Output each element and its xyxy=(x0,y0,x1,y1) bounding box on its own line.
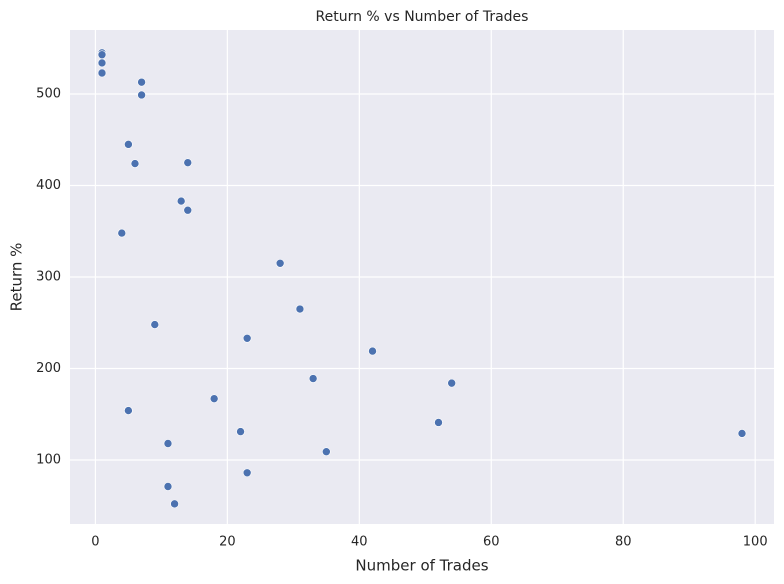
point xyxy=(176,196,186,206)
point xyxy=(434,418,443,427)
point xyxy=(236,427,245,436)
point xyxy=(183,158,193,167)
point xyxy=(130,159,140,168)
point xyxy=(209,394,219,403)
y-tick-label: 100 xyxy=(36,452,61,467)
point xyxy=(447,378,456,388)
point xyxy=(242,333,252,343)
point xyxy=(295,304,305,314)
y-tick-label: 200 xyxy=(36,361,61,376)
point xyxy=(308,374,318,383)
y-axis-label: Return % xyxy=(8,243,26,312)
point xyxy=(322,447,331,457)
point xyxy=(183,205,193,215)
point xyxy=(275,258,285,268)
point xyxy=(163,482,173,491)
point xyxy=(150,320,160,329)
point xyxy=(97,58,107,68)
point xyxy=(137,90,146,100)
point xyxy=(97,50,107,60)
y-tick-label: 400 xyxy=(36,178,61,193)
point xyxy=(124,140,133,149)
point xyxy=(368,346,377,356)
point xyxy=(163,439,173,448)
x-tick-label: 20 xyxy=(219,535,236,550)
point xyxy=(737,429,747,438)
point xyxy=(242,468,252,478)
x-tick-label: 0 xyxy=(91,535,99,550)
x-tick-label: 100 xyxy=(743,535,768,550)
point xyxy=(170,499,179,509)
x-tick-label: 40 xyxy=(351,535,368,550)
x-axis-label: Number of Trades xyxy=(355,557,488,575)
point xyxy=(97,68,107,78)
x-tick-label: 60 xyxy=(483,535,500,550)
y-tick-label: 500 xyxy=(36,87,61,102)
chart-title: Return % vs Number of Trades xyxy=(316,9,529,25)
point xyxy=(124,406,133,415)
x-tick-label: 80 xyxy=(615,535,632,550)
y-tick-label: 300 xyxy=(36,270,61,285)
point xyxy=(117,228,127,238)
point xyxy=(137,77,146,87)
